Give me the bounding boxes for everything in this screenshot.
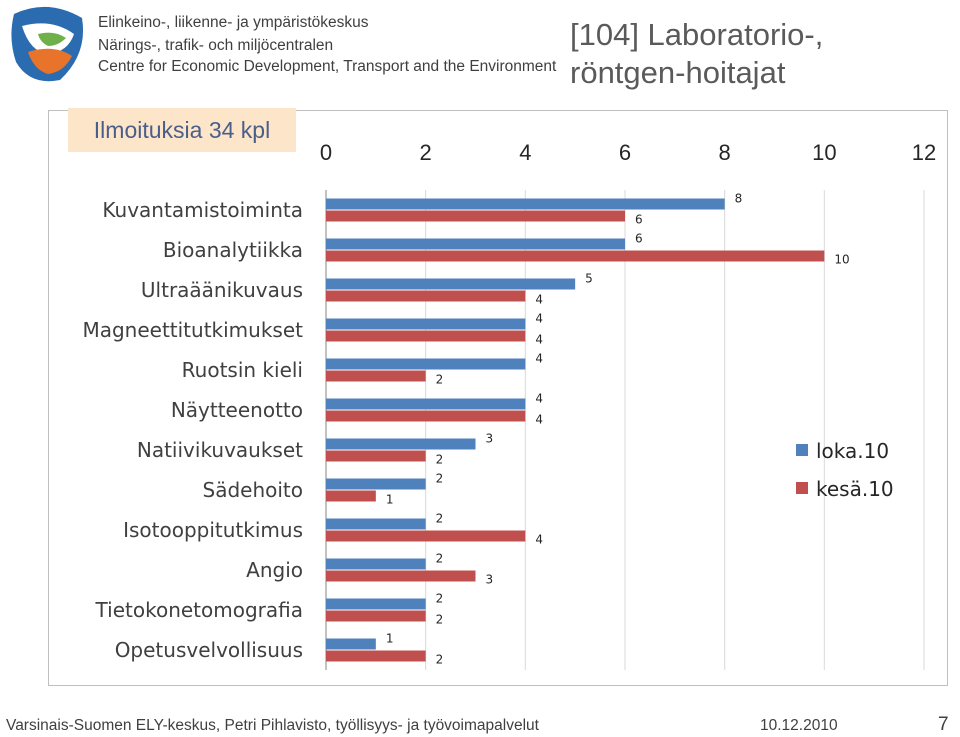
data-label: 4 [535, 293, 543, 307]
legend-swatch [796, 444, 808, 456]
ely-logo-icon [11, 6, 84, 82]
data-label: 2 [436, 453, 444, 467]
bar [326, 410, 526, 422]
legend-swatch [796, 482, 808, 494]
bar [326, 250, 825, 262]
data-label: 4 [535, 352, 543, 366]
data-label: 8 [735, 192, 743, 206]
bar [326, 610, 426, 622]
data-label: 4 [535, 413, 543, 427]
data-label: 2 [436, 472, 444, 486]
page-number: 7 [938, 714, 949, 735]
bar [326, 598, 426, 610]
data-label: 2 [436, 592, 444, 606]
category-label: Bioanalytiikka [163, 238, 303, 262]
data-label: 2 [436, 373, 444, 387]
data-label: 4 [535, 392, 543, 406]
x-tick-label: 10 [812, 140, 836, 165]
bar [326, 518, 426, 530]
x-tick-label: 8 [719, 140, 731, 165]
slide-title-line-1: [104] Laboratorio-, [570, 17, 824, 52]
category-label: Ultraäänikuvaus [141, 278, 303, 302]
category-label: Tietokonetomografia [95, 598, 303, 622]
category-label: Angio [246, 558, 303, 582]
bar [326, 638, 376, 650]
bar [326, 210, 625, 222]
bar [326, 330, 526, 342]
bar [326, 278, 576, 290]
x-tick-label: 6 [619, 140, 631, 165]
bar [326, 570, 476, 582]
legend-label: loka.10 [816, 439, 889, 463]
chart-frame [48, 110, 948, 686]
data-label: 4 [535, 533, 543, 547]
data-label: 4 [535, 333, 543, 347]
data-label: 3 [486, 432, 494, 446]
org-name-finnish: Elinkeino-, liikenne- ja ympäristökeskus [98, 14, 369, 31]
category-label: Isotooppitutkimus [123, 518, 303, 542]
slide-title-line-2: röntgen-hoitajat [570, 55, 786, 90]
bar [326, 358, 526, 370]
bar [326, 650, 426, 662]
bar [326, 238, 625, 250]
bar [326, 438, 476, 450]
bar [326, 370, 426, 382]
category-label: Ruotsin kieli [182, 358, 303, 382]
category-label: Opetusvelvollisuus [115, 638, 303, 662]
bar [326, 530, 526, 542]
bar [326, 398, 526, 410]
bar [326, 490, 376, 502]
data-label: 6 [635, 213, 643, 227]
data-label: 5 [585, 272, 593, 286]
bar [326, 290, 526, 302]
org-name-swedish: Närings-, trafik- och miljöcentralen [98, 37, 334, 54]
notice-count-box: Ilmoituksia 34 kpl [68, 108, 296, 152]
data-label: 1 [386, 632, 394, 646]
bar [326, 450, 426, 462]
x-tick-label: 12 [912, 140, 936, 165]
category-label: Kuvantamistoiminta [102, 198, 303, 222]
data-label: 4 [535, 312, 543, 326]
x-tick-label: 4 [519, 140, 531, 165]
data-label: 2 [436, 653, 444, 667]
x-tick-label: 0 [320, 140, 332, 165]
category-label: Näytteenotto [171, 398, 303, 422]
data-label: 6 [635, 232, 643, 246]
bar [326, 478, 426, 490]
footer-source: Varsinais-Suomen ELY-keskus, Petri Pihla… [6, 717, 539, 734]
bar [326, 318, 526, 330]
data-label: 2 [436, 552, 444, 566]
org-name-english: Centre for Economic Development, Transpo… [98, 58, 557, 75]
legend-label: kesä.10 [816, 477, 894, 501]
data-label: 2 [436, 613, 444, 627]
footer-date: 10.12.2010 [760, 717, 838, 734]
bar [326, 198, 725, 210]
x-tick-label: 2 [420, 140, 432, 165]
bar [326, 558, 426, 570]
category-label: Sädehoito [203, 478, 304, 502]
slide-title: [104] Laboratorio-, röntgen-hoitajat [570, 16, 823, 92]
data-label: 3 [486, 573, 494, 587]
data-label: 10 [834, 253, 849, 267]
data-label: 2 [436, 512, 444, 526]
data-label: 1 [386, 493, 394, 507]
category-label: Magneettitutkimukset [82, 318, 303, 342]
category-label: Natiivikuvaukset [137, 438, 303, 462]
